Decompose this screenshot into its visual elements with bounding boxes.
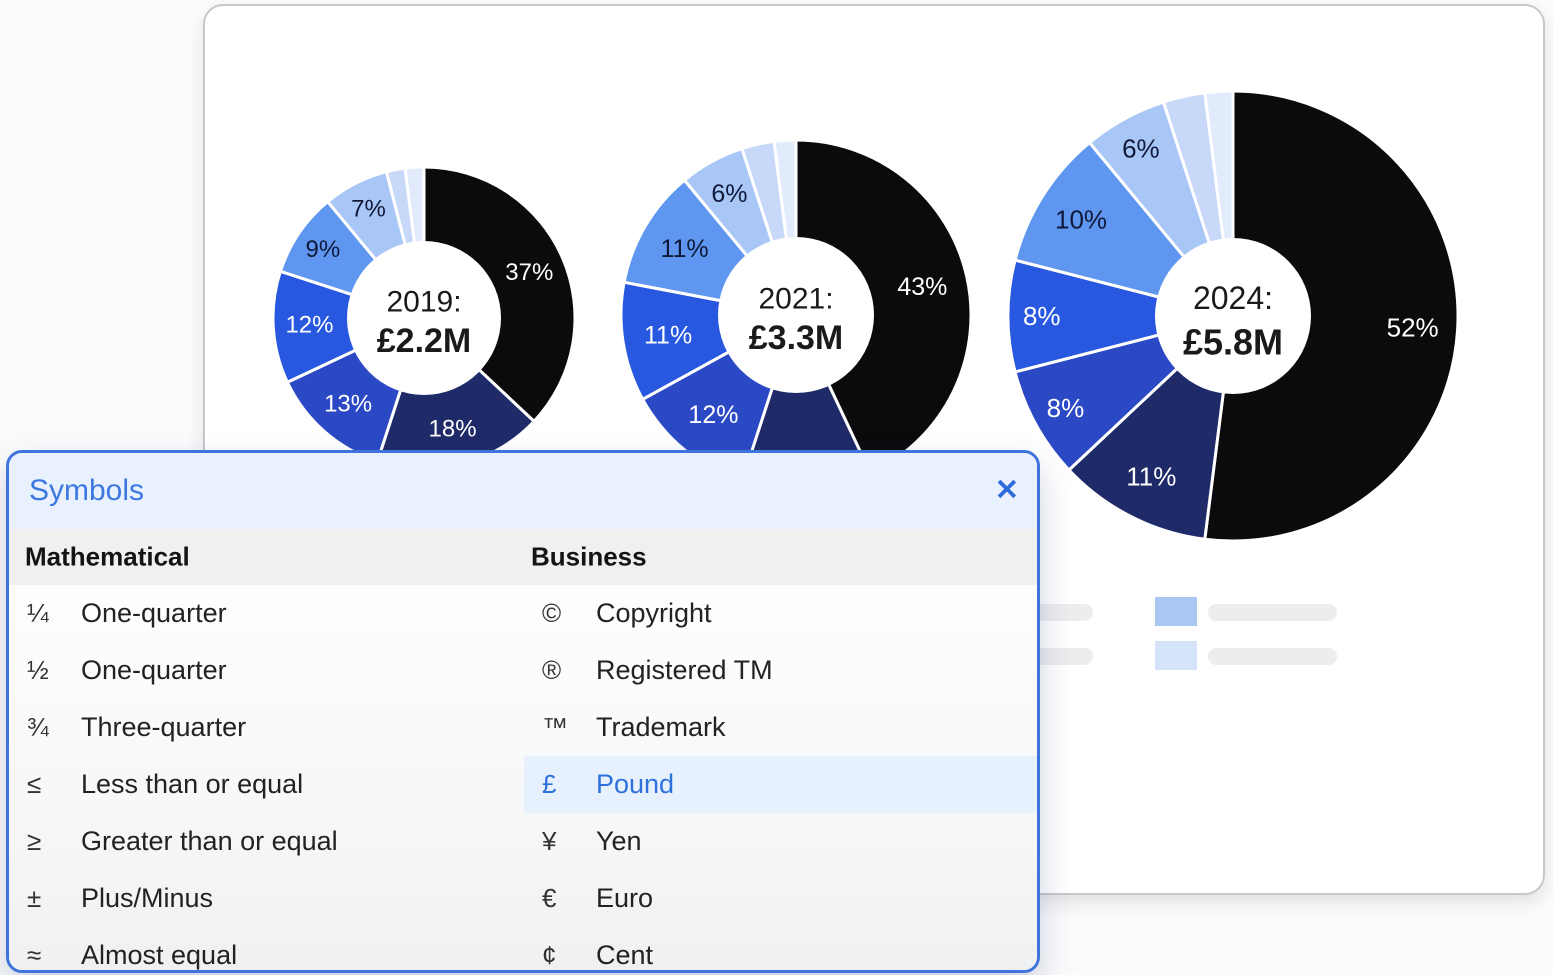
symbol-row-one-quarter[interactable]: ¼ One-quarter bbox=[9, 585, 524, 642]
symbol-glyph: ™ bbox=[542, 712, 568, 742]
symbol-row-three-quarter[interactable]: ¾ Three-quarter bbox=[9, 699, 524, 756]
donut-hole bbox=[1155, 238, 1311, 394]
symbol-glyph: ¥ bbox=[542, 826, 557, 856]
legend-color-swatch bbox=[1155, 597, 1197, 626]
slice-percentage-label: 6% bbox=[711, 180, 747, 208]
symbol-label: Plus/Minus bbox=[81, 883, 214, 913]
symbol-label: Registered TM bbox=[596, 655, 773, 685]
symbol-row-plus-minus[interactable]: ± Plus/Minus bbox=[9, 870, 524, 927]
donut-center-total: £2.2M bbox=[377, 322, 472, 360]
dialog-body: ¼ One-quarter ½ One-quarter ¾ Three-quarter ≤ L… bbox=[9, 585, 1037, 970]
slice-percentage-label: 11% bbox=[660, 235, 708, 263]
donut-center-year: 2021: bbox=[758, 283, 833, 316]
slice-percentage-label: 13% bbox=[324, 391, 372, 418]
symbol-glyph: ≤ bbox=[27, 769, 42, 799]
legend-text-placeholder bbox=[1208, 648, 1337, 665]
symbol-row-registered-tm[interactable]: ® Registered TM bbox=[524, 642, 1037, 699]
donut-center-total: £3.3M bbox=[749, 319, 844, 357]
symbol-glyph: ¾ bbox=[27, 712, 49, 742]
slice-percentage-label: 52% bbox=[1387, 312, 1439, 342]
slice-percentage-label: 10% bbox=[1055, 205, 1107, 235]
symbol-row-trademark[interactable]: ™ Trademark bbox=[524, 699, 1037, 756]
dialog-header: Symbols ✕ bbox=[9, 453, 1037, 529]
column-header-business: Business bbox=[531, 541, 647, 572]
symbol-row-yen[interactable]: ¥ Yen bbox=[524, 813, 1037, 870]
donut-chart-2024: 52% 11% 8% 8% 10% 6% 2024: £5.8M bbox=[1006, 89, 1460, 543]
slice-percentage-label: 43% bbox=[897, 273, 947, 301]
symbol-glyph: ® bbox=[542, 655, 562, 685]
donut-center-year: 2019: bbox=[386, 286, 461, 319]
symbol-label: Trademark bbox=[596, 712, 726, 742]
slice-percentage-label: 11% bbox=[1126, 461, 1176, 491]
symbol-row-cent[interactable]: ¢ Cent bbox=[524, 927, 1037, 970]
slice-percentage-label: 11% bbox=[644, 321, 692, 349]
symbol-label: One-quarter bbox=[81, 655, 227, 685]
close-icon[interactable]: ✕ bbox=[994, 474, 1019, 507]
symbol-glyph: ≈ bbox=[27, 940, 42, 970]
symbol-label: Greater than or equal bbox=[81, 826, 338, 856]
symbol-glyph: ¢ bbox=[542, 940, 557, 970]
symbol-row-less-than-or-equal[interactable]: ≤ Less than or equal bbox=[9, 756, 524, 813]
symbol-row-copyright[interactable]: © Copyright bbox=[524, 585, 1037, 642]
symbol-glyph: ¼ bbox=[27, 598, 49, 628]
dialog-title: Symbols bbox=[29, 474, 145, 507]
symbol-row-euro[interactable]: € Euro bbox=[524, 870, 1037, 927]
legend-color-swatch bbox=[1155, 641, 1197, 670]
slice-percentage-label: 9% bbox=[305, 236, 340, 263]
symbol-row-pound[interactable]: £ Pound bbox=[524, 756, 1037, 813]
donut-chart-2021: 43%12%11%11%6%2021:£3.3M bbox=[619, 138, 973, 492]
column-headers: Mathematical Business bbox=[9, 529, 1037, 585]
symbol-label: Less than or equal bbox=[81, 769, 304, 799]
symbol-label: Copyright bbox=[596, 598, 712, 628]
slice-percentage-label: 6% bbox=[1122, 133, 1160, 163]
symbol-label: Three-quarter bbox=[81, 712, 247, 742]
symbol-column-business: © Copyright ® Registered TM ™ Trademark £ Pound… bbox=[524, 585, 1037, 970]
donut-center-total: £5.8M bbox=[1183, 322, 1283, 363]
donut-hole bbox=[347, 241, 501, 395]
symbol-glyph: £ bbox=[542, 769, 557, 799]
symbol-label: Euro bbox=[596, 883, 654, 913]
symbol-label: Pound bbox=[596, 769, 675, 799]
donut-hole bbox=[718, 237, 874, 393]
donut-slice bbox=[794, 138, 973, 475]
slice-percentage-label: 7% bbox=[351, 196, 386, 223]
slice-percentage-label: 18% bbox=[429, 416, 477, 443]
symbol-glyph: ½ bbox=[27, 655, 49, 685]
symbol-glyph: € bbox=[542, 883, 557, 913]
symbol-row-one-quarter[interactable]: ½ One-quarter bbox=[9, 642, 524, 699]
donut-center-year: 2024: bbox=[1193, 280, 1273, 316]
symbol-label: Almost equal bbox=[81, 940, 238, 970]
symbol-glyph: © bbox=[542, 598, 562, 628]
donut-chart-2019: 37% 18% 13% 12% 9% 7% 2019:£2.2M bbox=[271, 165, 577, 471]
symbol-glyph: ± bbox=[27, 883, 42, 913]
slice-percentage-label: 8% bbox=[1023, 301, 1061, 331]
slice-percentage-label: 12% bbox=[285, 312, 333, 339]
column-header-mathematical: Mathematical bbox=[25, 541, 190, 572]
symbol-label: Yen bbox=[596, 826, 642, 856]
symbol-label: Cent bbox=[596, 940, 654, 970]
symbol-column-mathematical: ¼ One-quarter ½ One-quarter ¾ Three-quarter ≤ L… bbox=[9, 585, 524, 970]
legend-text-placeholder bbox=[1208, 604, 1337, 621]
symbol-glyph: ≥ bbox=[27, 826, 42, 856]
slice-percentage-label: 12% bbox=[688, 401, 738, 429]
donut-slice bbox=[1006, 258, 1235, 374]
slice-percentage-label: 8% bbox=[1047, 393, 1085, 423]
symbol-row-almost-equal[interactable]: ≈ Almost equal bbox=[9, 927, 524, 970]
donut-slice bbox=[422, 165, 577, 423]
symbol-row-greater-than-or-equal[interactable]: ≥ Greater than or equal bbox=[9, 813, 524, 870]
symbol-label: One-quarter bbox=[81, 598, 227, 628]
slice-percentage-label: 37% bbox=[505, 259, 553, 286]
symbols-dialog: Symbols ✕ Mathematical Business ¼ One-qua… bbox=[6, 450, 1040, 973]
donut-slice bbox=[1203, 89, 1460, 543]
